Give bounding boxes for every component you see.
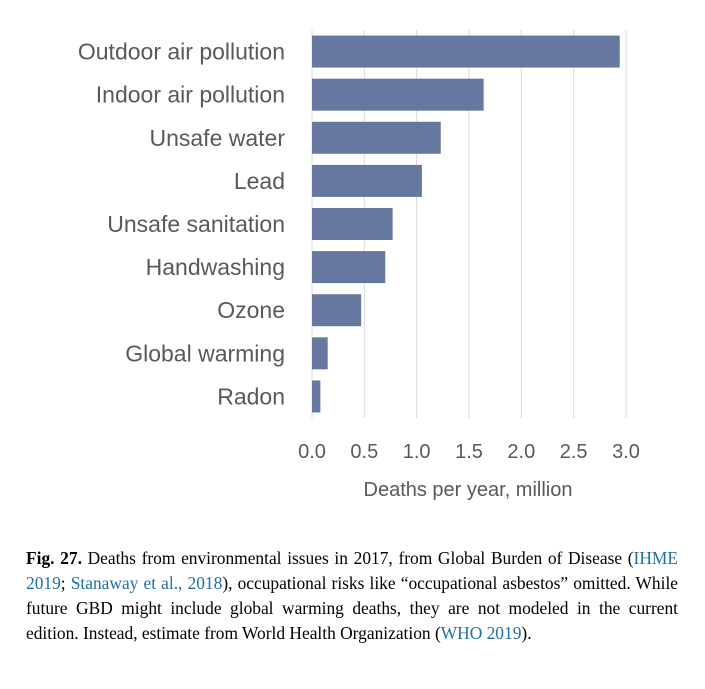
category-label: Ozone: [217, 297, 285, 323]
bar: [312, 121, 441, 154]
bar: [312, 337, 328, 370]
category-label: Outdoor air pollution: [78, 39, 285, 65]
citation-link-stanaway[interactable]: Stanaway et al., 2018: [70, 573, 223, 593]
bar: [312, 208, 393, 240]
category-labels: Outdoor air pollution Indoor air pollutio…: [78, 39, 285, 410]
x-tick-labels: 0.0 0.5 1.0 1.5 2.0 2.5 3.0: [298, 441, 640, 463]
citation-link-ihme[interactable]: IHME 2019: [26, 548, 678, 593]
category-label: Handwashing: [146, 254, 285, 280]
category-label: Global warming: [125, 340, 285, 366]
x-tick-label: 2.0: [507, 441, 535, 463]
x-tick-label: 3.0: [612, 441, 640, 463]
bar: [312, 251, 386, 284]
figure-number: Fig. 27.: [26, 548, 82, 568]
x-tick-label: 1.5: [455, 441, 483, 463]
x-tick-label: 1.0: [403, 441, 431, 463]
bar: [312, 78, 484, 111]
x-axis-title: Deaths per year, million: [364, 479, 573, 501]
caption-text: Deaths from environmental issues in 2017…: [81, 548, 634, 568]
category-label: Unsafe water: [149, 125, 285, 151]
bars: [312, 35, 620, 413]
bar: [312, 35, 620, 68]
bar: [312, 380, 321, 413]
bar: [312, 164, 422, 197]
caption-text: ;: [60, 573, 71, 593]
x-tick-label: 2.5: [560, 441, 588, 463]
bar-chart: Outdoor air pollution Indoor air pollutio…: [78, 30, 640, 501]
category-label: Indoor air pollution: [96, 82, 285, 108]
x-tick-label: 0.0: [298, 441, 326, 463]
bar: [312, 294, 362, 327]
figure-caption: Fig. 27. Deaths from environmental issue…: [26, 546, 678, 646]
caption-text: ), occupational risks like “occupational…: [26, 573, 678, 643]
category-label: Lead: [234, 168, 285, 194]
x-tick-label: 0.5: [350, 441, 378, 463]
citation-link-who[interactable]: WHO 2019: [440, 623, 522, 643]
caption-text: ).: [521, 623, 532, 643]
category-label: Radon: [217, 383, 285, 409]
category-label: Unsafe sanitation: [107, 211, 285, 237]
